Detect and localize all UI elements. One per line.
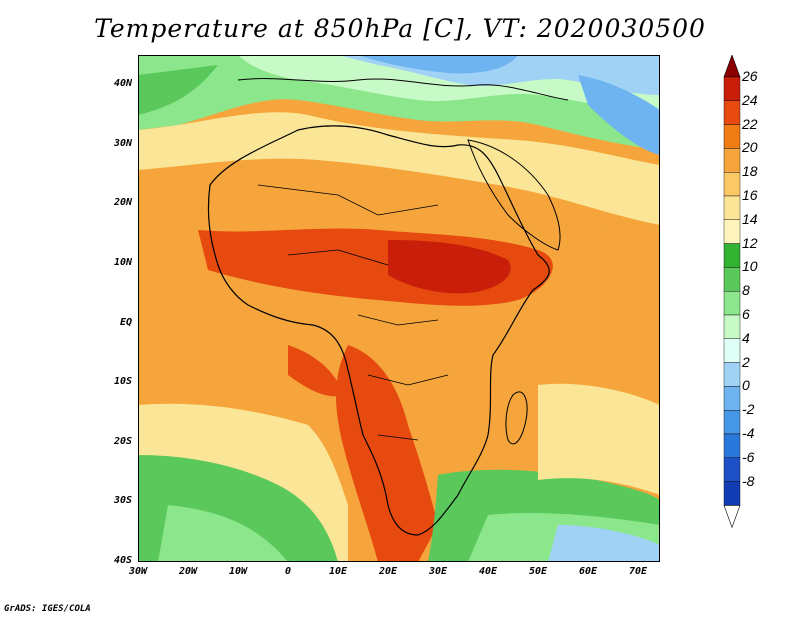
- lon-label: 30E: [428, 566, 448, 577]
- colorbar-label: 16: [742, 187, 758, 203]
- colorbar-segment: [723, 243, 741, 268]
- lon-label: 70E: [628, 566, 648, 577]
- colorbar-label: 10: [742, 258, 758, 275]
- field-mild-belt: [138, 112, 660, 225]
- europe-coastline: [237, 78, 569, 101]
- lat-label: 20S: [113, 435, 132, 447]
- map-title: Temperature at 850hPa [C], VT: 202003050…: [94, 14, 706, 43]
- lon-label: 10E: [328, 566, 348, 577]
- country-borders: [257, 184, 449, 441]
- colorbar-segment: [723, 148, 741, 173]
- lon-label: 60E: [578, 566, 598, 577]
- colorbar-label: 22: [742, 115, 758, 132]
- lon-label: 40E: [478, 566, 498, 577]
- colorbar-segment: [723, 76, 741, 101]
- colorbar-label: -2: [742, 401, 755, 418]
- colorbar-label: 26: [742, 68, 758, 84]
- map-border: [138, 55, 660, 562]
- lon-label: 30W: [128, 566, 148, 577]
- colorbar-segment: [723, 338, 741, 363]
- colorbar-segment: [723, 219, 741, 244]
- colorbar-top-arrow: [723, 55, 741, 78]
- colorbar-label: 24: [742, 91, 758, 108]
- lon-label: 10W: [228, 566, 248, 577]
- credit: GrADS: IGES/COLA: [4, 604, 91, 614]
- colorbar-segment: [723, 267, 741, 292]
- lon-label: 50E: [528, 566, 548, 577]
- lat-label: 30S: [113, 495, 132, 507]
- colorbar-segment: [723, 100, 741, 125]
- colorbar-segment: [723, 124, 741, 149]
- madagascar-outline: [505, 391, 528, 445]
- colorbar-label: 18: [742, 163, 758, 180]
- lat-label: 10N: [113, 256, 132, 268]
- lat-label: 30N: [113, 137, 132, 149]
- colorbar-segment: [723, 195, 741, 220]
- temperature-map: [138, 55, 660, 562]
- africa-coastline: [207, 125, 550, 536]
- colorbar-segment: [723, 362, 741, 387]
- colorbar-label: 0: [742, 377, 750, 394]
- lat-label: 10S: [113, 376, 132, 388]
- colorbar-label: 6: [742, 306, 750, 322]
- colorbar-segment: [723, 433, 741, 458]
- lon-label: 20E: [378, 566, 398, 577]
- lat-label: 40N: [113, 78, 132, 89]
- colorbar-label: 2: [742, 353, 750, 370]
- lat-label: 40S: [113, 555, 132, 566]
- lon-label: 0: [284, 566, 292, 577]
- colorbar-segment: [723, 290, 741, 316]
- lat-label: 20N: [113, 197, 132, 209]
- colorbar-segment: [723, 410, 741, 435]
- colorbar-segment: [723, 386, 741, 411]
- colorbar-label: 14: [742, 210, 758, 227]
- colorbar-segment: [723, 457, 741, 482]
- colorbar-segment: [723, 481, 741, 506]
- colorbar-segment: [723, 171, 741, 197]
- colorbar-label: -8: [742, 472, 755, 489]
- lat-label: EQ: [119, 316, 132, 328]
- field-hot-south: [336, 345, 438, 562]
- colorbar-bottom-arrow: [723, 505, 741, 529]
- colorbar-label: 20: [742, 139, 758, 156]
- colorbar-label: -4: [742, 425, 755, 441]
- lon-label: 20W: [178, 566, 198, 577]
- arabia-coastline: [467, 139, 561, 251]
- colorbar-label: 8: [742, 282, 750, 299]
- colorbar-segment: [723, 314, 741, 339]
- colorbar-label: 12: [742, 234, 758, 251]
- colorbar-label: 4: [742, 329, 750, 346]
- colorbar: [723, 55, 741, 529]
- colorbar-label: -6: [742, 448, 755, 465]
